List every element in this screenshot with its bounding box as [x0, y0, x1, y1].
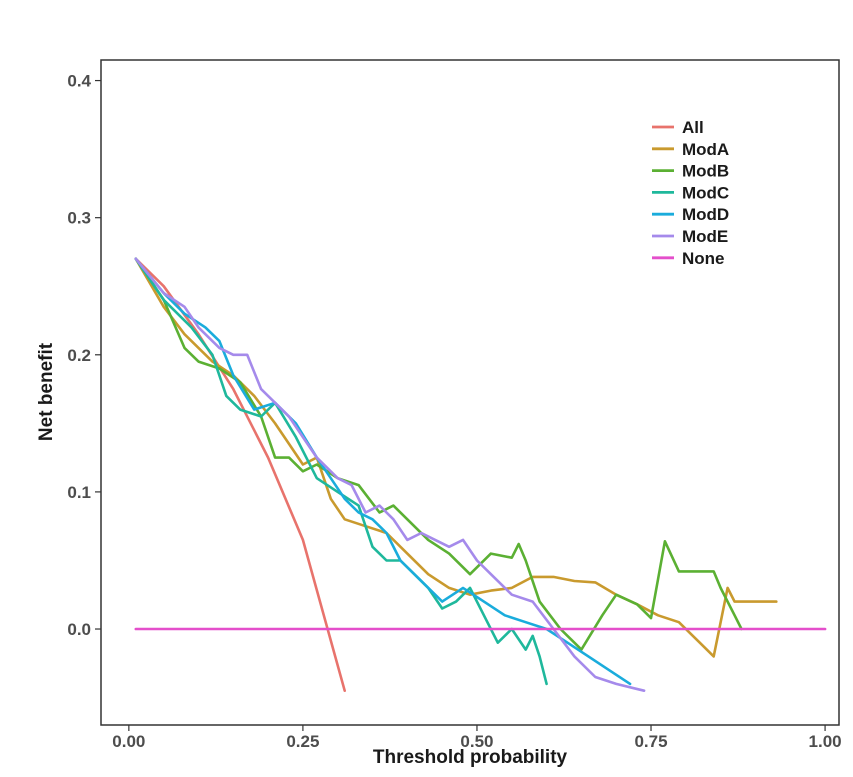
legend-label-modd: ModD — [682, 205, 729, 224]
series-layer — [134, 257, 827, 692]
y-tick-label: 0.0 — [67, 620, 91, 639]
y-axis-title: Net benefit — [36, 342, 57, 441]
series-line-mode — [134, 257, 646, 692]
legend-label-modc: ModC — [682, 183, 729, 202]
legend-label-mode: ModE — [682, 227, 728, 246]
x-tick-label: 0.75 — [634, 732, 667, 751]
legend-label-modb: ModB — [682, 162, 729, 181]
x-tick-label: 0.25 — [286, 732, 319, 751]
series-line-modd — [134, 257, 632, 686]
y-tick-label: 0.3 — [67, 209, 91, 228]
legend: All ModA ModB ModC ModD ModE None — [652, 118, 729, 268]
legend-label-all: All — [682, 118, 704, 137]
y-tick-label: 0.2 — [67, 346, 91, 365]
legend-label-moda: ModA — [682, 140, 729, 159]
series-line-modc — [134, 257, 548, 686]
plot-panel — [100, 59, 840, 726]
x-tick-label: 0.00 — [112, 732, 145, 751]
y-axis: 0.0 0.1 0.2 0.3 0.4 — [67, 72, 101, 639]
y-tick-label: 0.4 — [67, 72, 91, 91]
x-axis-title: Threshold probability — [373, 747, 568, 768]
legend-label-none: None — [682, 249, 725, 268]
series-line-all — [134, 257, 346, 692]
x-tick-label: 0.50 — [460, 732, 493, 751]
series-line-moda — [134, 257, 778, 658]
y-tick-label: 0.1 — [67, 483, 91, 502]
x-axis: 0.00 0.25 0.50 0.75 1.00 — [112, 725, 842, 751]
x-tick-label: 1.00 — [809, 732, 842, 751]
